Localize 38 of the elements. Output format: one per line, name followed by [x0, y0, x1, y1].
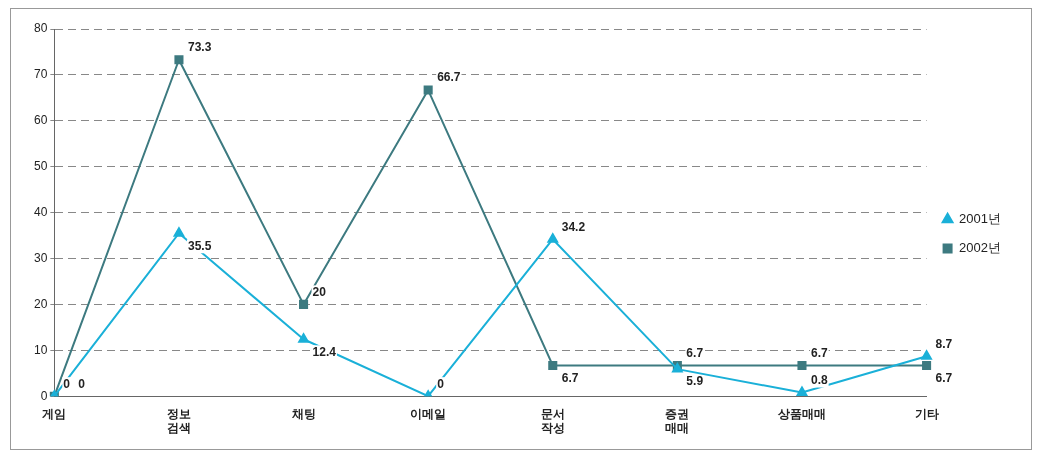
- data-label: 6.7: [686, 345, 704, 360]
- data-label: 73.3: [187, 40, 212, 55]
- data-label: 0: [78, 376, 86, 391]
- data-label: 0.8: [810, 372, 828, 387]
- data-label: 20: [312, 284, 327, 299]
- y-tick-label: 10: [33, 342, 48, 357]
- y-tick-label: 40: [33, 204, 48, 219]
- data-label: 6.7: [935, 370, 953, 385]
- category-label: 기타: [914, 406, 939, 421]
- category-label: 채팅: [291, 406, 316, 421]
- y-tick-label: 50: [33, 159, 48, 174]
- data-label: 12.4: [312, 344, 337, 359]
- category-label: 검색: [166, 420, 191, 435]
- category-label: 작성: [540, 420, 565, 435]
- y-tick-label: 70: [33, 67, 48, 82]
- y-tick-label: 20: [33, 296, 48, 311]
- category-label: 매매: [665, 420, 690, 435]
- data-label: 34.2: [561, 219, 586, 234]
- data-label: 6.7: [810, 345, 828, 360]
- data-label: 0: [63, 376, 71, 391]
- category-label: 정보: [166, 406, 191, 421]
- category-label: 문서: [540, 406, 565, 421]
- data-label: 6.7: [561, 370, 579, 385]
- y-tick-label: 30: [33, 250, 48, 265]
- category-label: 게임: [42, 406, 67, 421]
- category-label: 증권: [665, 406, 690, 421]
- legend-label: 2001년: [959, 211, 1001, 227]
- data-label: 8.7: [935, 336, 953, 351]
- category-label: 이메일: [410, 406, 447, 421]
- y-tick-label: 60: [33, 113, 48, 128]
- category-label: 상품매매: [777, 406, 826, 421]
- data-label: 0: [437, 376, 445, 391]
- legend-label: 2002년: [959, 240, 1001, 256]
- y-tick-label: 80: [33, 21, 48, 36]
- data-label: 66.7: [437, 70, 461, 85]
- data-label: 5.9: [686, 374, 704, 389]
- data-label: 35.5: [187, 238, 212, 253]
- y-tick-label: 0: [40, 388, 48, 403]
